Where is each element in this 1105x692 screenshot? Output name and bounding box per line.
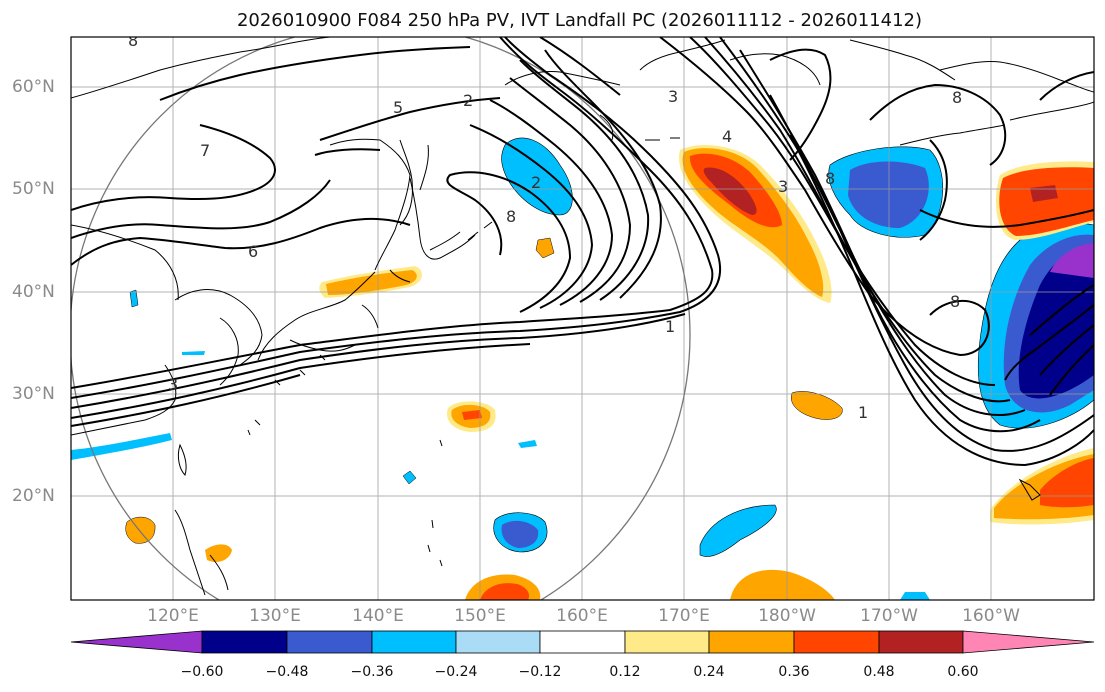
colorbar-tick-label: −0.60	[180, 664, 224, 680]
colorbar-tick-label: −0.12	[518, 664, 562, 680]
lat-label: 30°N	[12, 384, 55, 404]
colorbar-tick-label: 0.48	[863, 664, 895, 680]
lat-label: 50°N	[12, 179, 55, 199]
lon-label: 160°E	[556, 606, 608, 626]
contour-label: 4	[722, 127, 732, 146]
contour-label: 3	[778, 177, 788, 196]
contour-label: 5	[393, 98, 403, 117]
lat-label: 20°N	[12, 486, 55, 506]
contour-label: 8	[952, 88, 962, 107]
contour-label: 3	[168, 375, 178, 394]
contour-label: 2	[463, 91, 473, 110]
colorbar-tick-label: 0.36	[778, 664, 810, 680]
contour-label: 3	[668, 87, 678, 106]
contour-label: 1	[858, 403, 868, 422]
contour-label: 1	[665, 317, 675, 336]
contour-label: 8	[128, 31, 138, 50]
landfall-region-circle	[71, 37, 691, 600]
graticule	[71, 37, 1094, 600]
colorbar-tick-label: −0.36	[350, 664, 394, 680]
lon-label: 150°E	[454, 606, 506, 626]
colorbar-tick-label: 0.60	[947, 664, 979, 680]
lon-label: 180°W	[758, 606, 816, 626]
contour-label: 7	[200, 141, 210, 160]
lon-label: 130°E	[249, 606, 301, 626]
colorbar-tick-label: −0.24	[434, 664, 478, 680]
contour-label: 6	[248, 242, 258, 261]
lon-label: 170°W	[860, 606, 918, 626]
contour-label: 2	[531, 173, 541, 192]
lon-label: 160°W	[962, 606, 1020, 626]
map-title: 2026010900 F084 250 hPa PV, IVT Landfall…	[236, 10, 923, 31]
contour-labels: 8 7 6 5 2 3 4 8 8 2 3 1 1 8 8 3	[128, 31, 962, 422]
contour-label: 8	[825, 169, 835, 188]
lat-label: 40°N	[12, 282, 55, 302]
contour-label: 8	[950, 292, 960, 311]
lat-label: 60°N	[12, 77, 55, 97]
colorbar-tick-label: 0.24	[693, 664, 725, 680]
pv-contours	[71, 37, 1094, 467]
lon-label: 140°E	[352, 606, 404, 626]
lon-label: 170°E	[658, 606, 710, 626]
colorbar-tick-label: 0.12	[609, 664, 641, 680]
colorbar-tick-label: −0.48	[265, 664, 309, 680]
lon-label: 120°E	[147, 606, 199, 626]
contour-label: 8	[506, 207, 516, 226]
